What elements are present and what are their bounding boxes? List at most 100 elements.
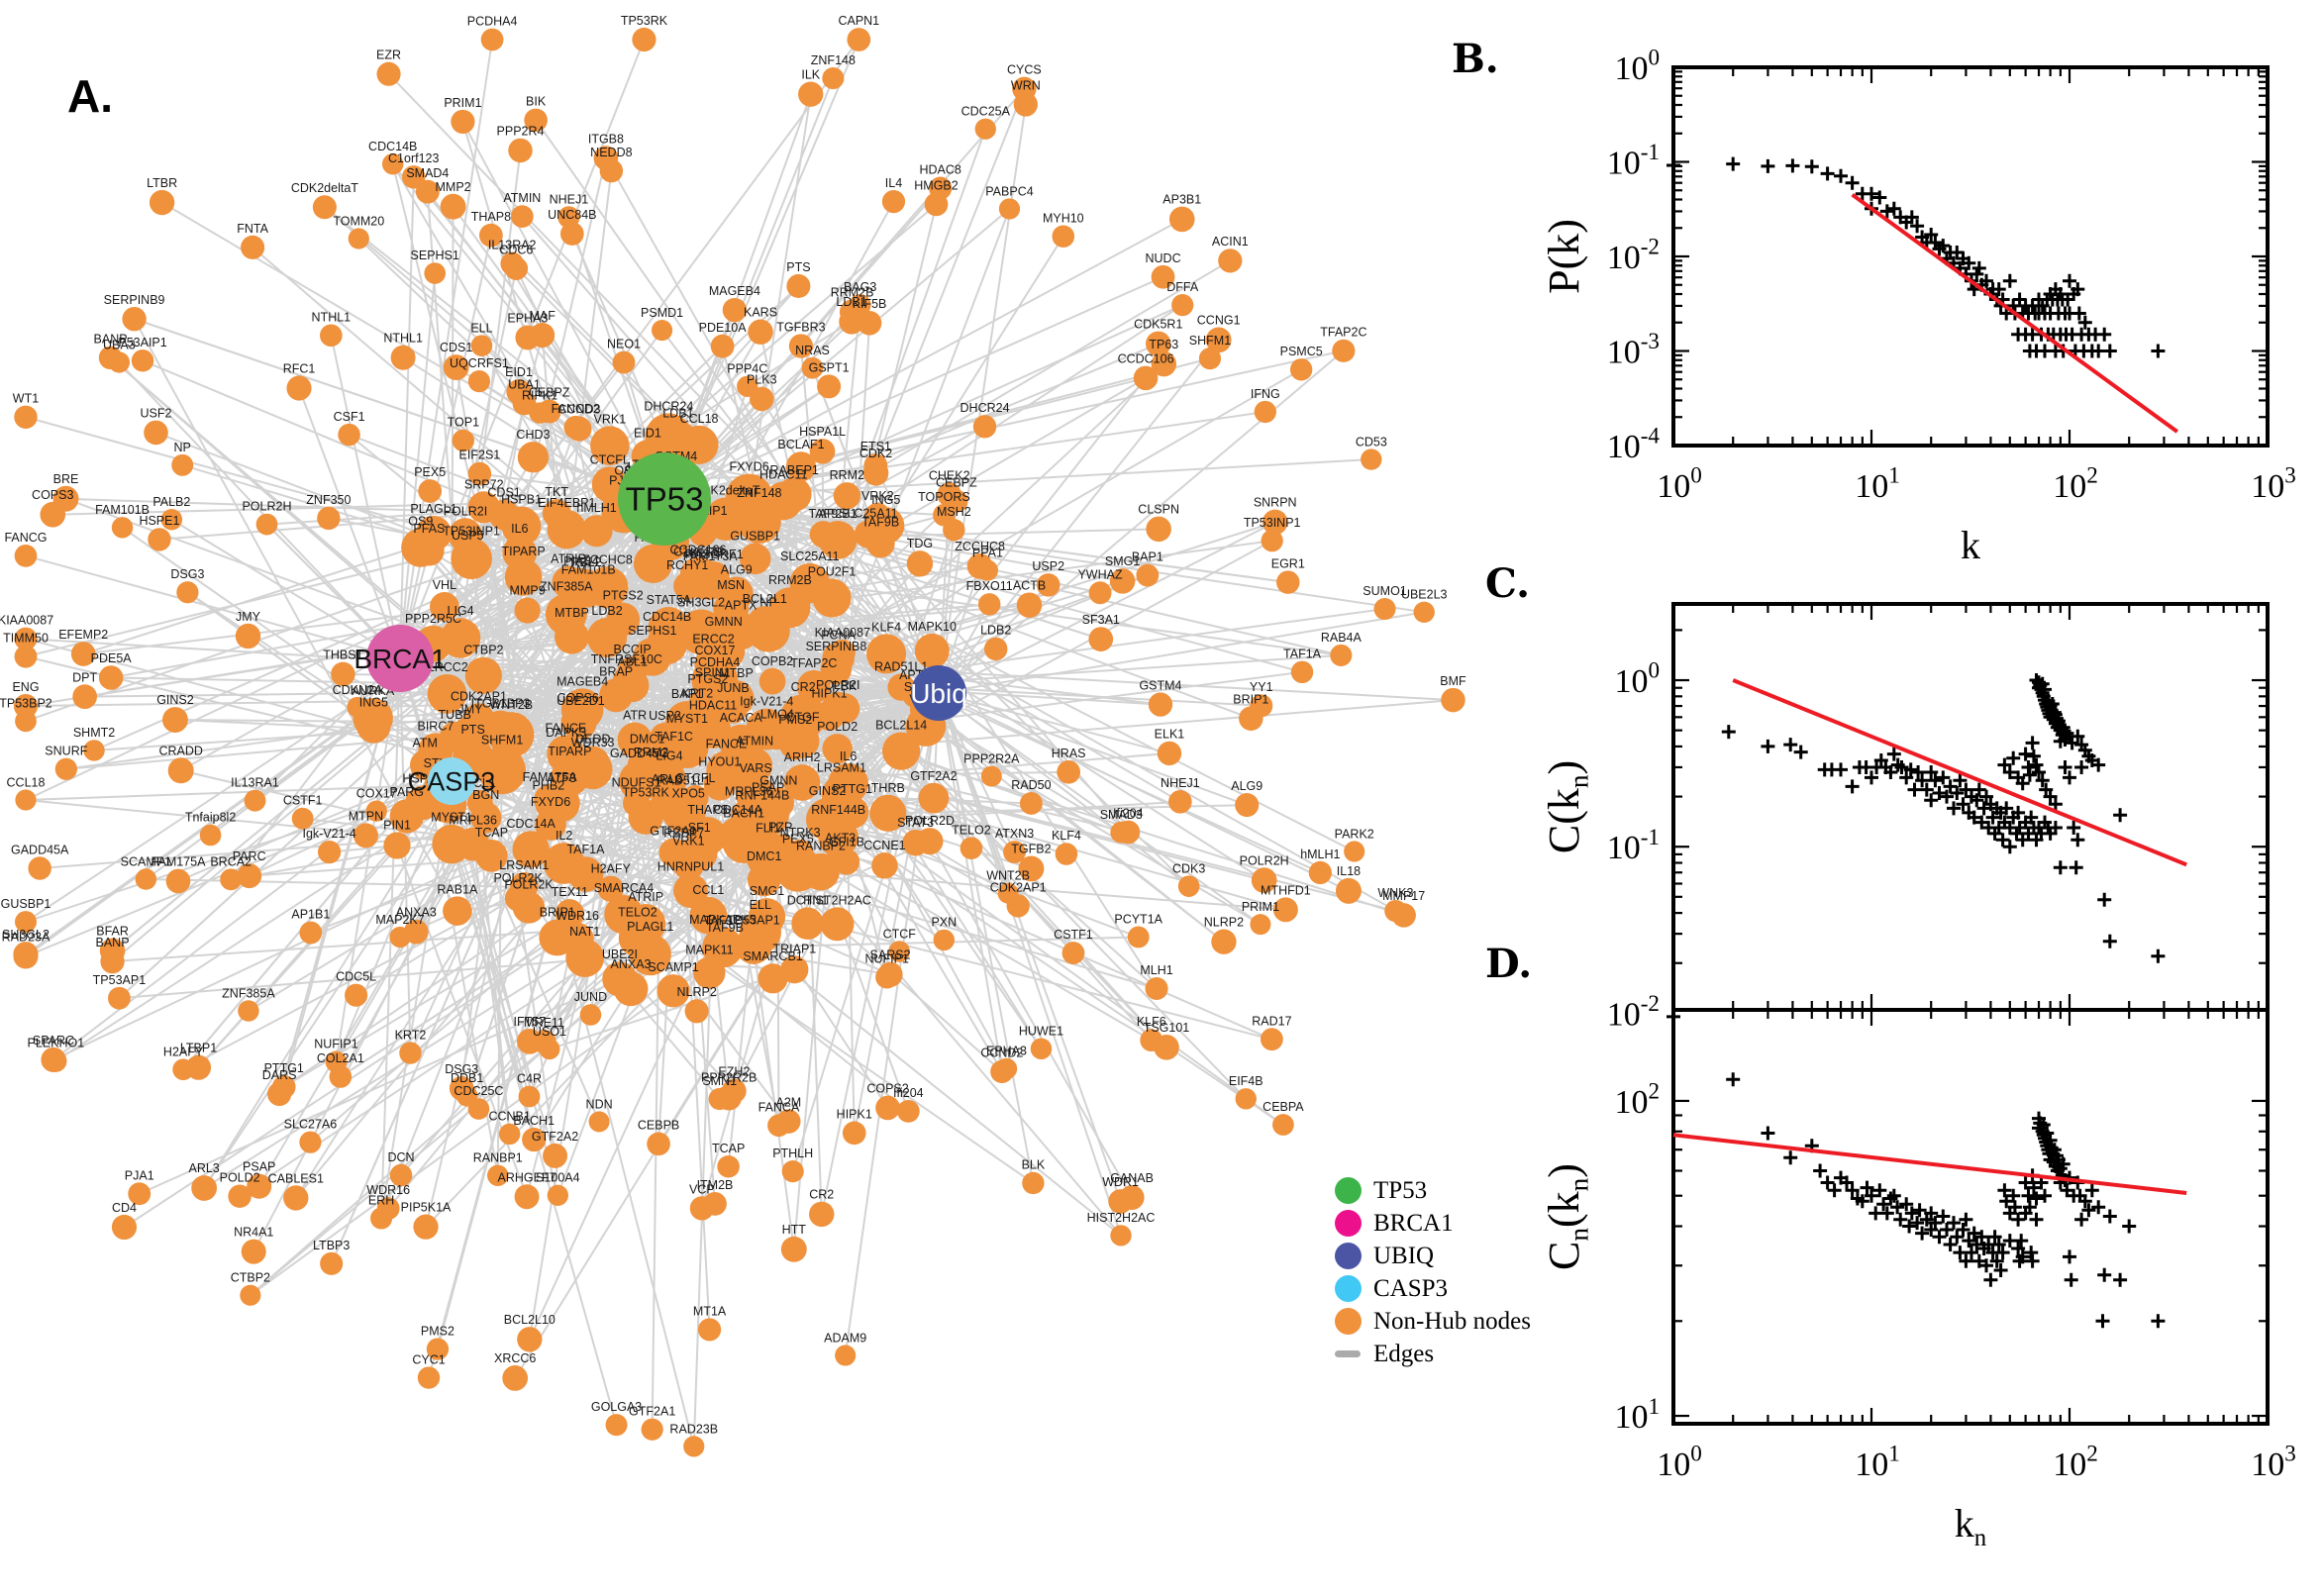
network-node — [122, 307, 147, 332]
axis-title: k — [1961, 523, 1980, 567]
network-node — [684, 999, 709, 1024]
network-node — [1335, 877, 1362, 904]
network-node — [331, 661, 355, 687]
tick-label: 10-4 — [1607, 424, 1661, 465]
network-node — [641, 1418, 663, 1441]
network-node — [1205, 327, 1232, 353]
legend-item-edges: Edges — [1335, 1338, 1531, 1370]
edge — [25, 554, 401, 659]
axis-ticks — [1671, 1010, 2270, 1424]
tick-label: 101 — [1855, 463, 1900, 505]
network-node — [241, 1239, 266, 1264]
network-node — [135, 868, 157, 890]
network-node — [487, 1164, 509, 1187]
edge — [203, 580, 582, 1189]
network-node — [1110, 1225, 1132, 1247]
edge — [451, 699, 1454, 782]
edge — [938, 692, 1248, 807]
network-node — [1133, 365, 1159, 391]
edge — [230, 657, 401, 880]
edge — [535, 119, 940, 694]
network-node — [345, 983, 368, 1007]
network-node — [517, 442, 550, 473]
network-node — [160, 509, 183, 531]
edge — [791, 692, 940, 1172]
panel-c-fit-line — [1732, 678, 2187, 867]
panel-d-plot: 102 101 100 101 102 103 kn Cn(kn) — [1540, 1008, 2296, 1551]
legend-label: BRCA1 — [1373, 1209, 1454, 1237]
network-node — [1168, 790, 1192, 814]
network-node — [317, 506, 341, 531]
legend-label: UBIQ — [1373, 1242, 1435, 1269]
network-node — [833, 482, 861, 510]
network-node — [1151, 264, 1175, 289]
legend-item-nonhub: Non-Hub nodes — [1335, 1305, 1531, 1338]
brca1-node-icon — [1335, 1210, 1362, 1237]
network-node — [353, 823, 378, 848]
edge — [452, 206, 665, 500]
edge — [158, 498, 665, 541]
network-node — [1441, 687, 1465, 713]
network-node — [881, 189, 906, 214]
edge — [753, 946, 795, 1249]
network-node — [413, 1214, 439, 1240]
network-node — [1262, 509, 1288, 536]
network-node — [15, 789, 37, 811]
edge — [582, 692, 940, 711]
network-node — [1030, 1038, 1053, 1060]
network-node — [144, 420, 168, 446]
network-node — [788, 334, 814, 358]
edge — [134, 318, 665, 500]
axis-title: C(kn) — [1540, 760, 1594, 853]
tick-label: 10-2 — [1607, 235, 1660, 276]
axis-ticks — [1671, 65, 2270, 448]
edge — [25, 783, 440, 802]
network-node — [240, 1284, 261, 1306]
network-node — [478, 223, 503, 248]
network-node — [1308, 860, 1332, 885]
network-node — [990, 1059, 1014, 1084]
network-node — [1003, 841, 1026, 864]
network-node — [1022, 1171, 1045, 1195]
tick-label: 10-2 — [1607, 991, 1660, 1033]
tick-label: 101 — [1855, 1442, 1900, 1483]
network-node — [722, 297, 748, 323]
network-node — [875, 1095, 900, 1121]
edge — [929, 841, 1133, 1199]
panel-c-label: C. — [1485, 560, 1531, 607]
edge — [663, 275, 1163, 500]
edge — [938, 349, 1345, 694]
network-node — [498, 1123, 521, 1146]
network-node — [1218, 249, 1243, 273]
edge — [938, 692, 1190, 887]
network-node — [28, 856, 51, 880]
network-node — [108, 351, 131, 373]
network-node — [835, 1345, 857, 1366]
edge — [252, 247, 839, 750]
network-node — [1413, 601, 1435, 623]
edge — [399, 176, 415, 659]
plot-frame — [1671, 65, 2270, 448]
edge — [663, 218, 1183, 500]
tick-label: 100 — [1614, 658, 1660, 700]
network-node — [976, 559, 999, 581]
network-node — [512, 831, 550, 868]
network-node — [1330, 644, 1353, 666]
edge — [782, 500, 940, 694]
network-node — [237, 863, 262, 889]
edge — [399, 272, 437, 659]
network-node — [149, 189, 175, 216]
network-node — [353, 698, 393, 739]
tick-label: 10-1 — [1607, 825, 1660, 866]
edge — [663, 498, 1247, 1100]
network-node — [1018, 855, 1045, 882]
network-node — [426, 1338, 450, 1360]
tick-label: 103 — [2251, 463, 2296, 505]
network-node — [652, 320, 673, 342]
network-node — [1289, 358, 1313, 381]
network-node — [167, 757, 194, 784]
legend-item-brca1: BRCA1 — [1335, 1207, 1531, 1240]
network-node — [871, 852, 898, 879]
nonhub-node-icon — [1335, 1308, 1362, 1335]
